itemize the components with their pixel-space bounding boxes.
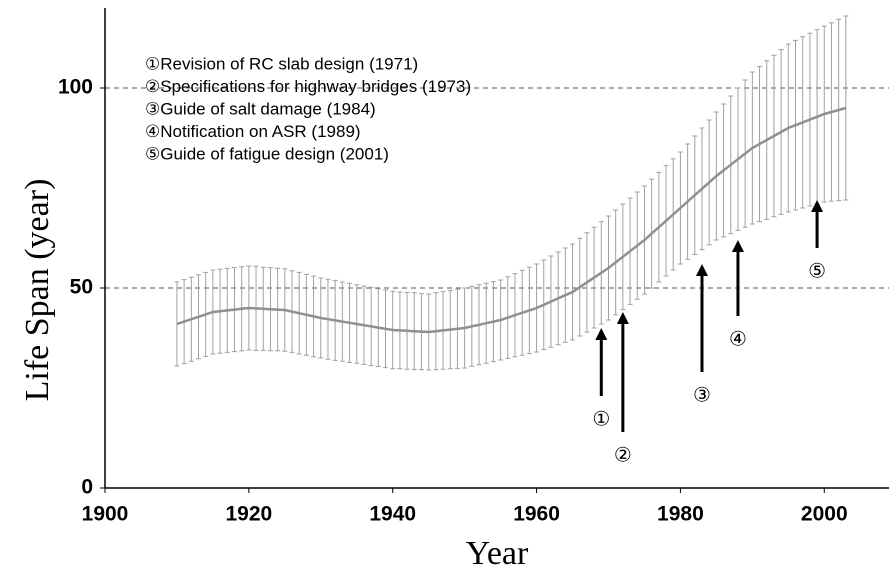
x-tick-label: 1920 (225, 503, 272, 526)
y-axis-label: Life Span (year) (19, 179, 56, 402)
x-tick-label: 1980 (657, 503, 704, 526)
note: ①Revision of RC slab design (1971) (145, 54, 418, 73)
x-tick-label: 1900 (82, 503, 129, 526)
y-tick-label: 50 (70, 276, 93, 299)
x-tick-label: 1960 (513, 503, 560, 526)
arrow-label: ③ (693, 383, 711, 407)
x-tick-label: 1940 (369, 503, 416, 526)
arrow-label: ② (614, 443, 632, 467)
note: ④Notification on ASR (1989) (145, 122, 361, 141)
y-tick-label: 0 (81, 476, 93, 499)
note: ⑤Guide of fatigue design (2001) (145, 144, 389, 163)
arrow-label: ④ (729, 327, 747, 351)
arrow-label: ⑤ (808, 259, 826, 283)
x-tick-label: 2000 (801, 503, 848, 526)
y-tick-label: 100 (58, 76, 93, 99)
note: ③Guide of salt damage (1984) (145, 99, 376, 118)
note: ②Specifications for highway bridges (197… (145, 77, 471, 96)
arrow-label: ① (592, 407, 610, 431)
x-axis-label: Year (466, 535, 529, 572)
mean-line (176, 106, 847, 334)
